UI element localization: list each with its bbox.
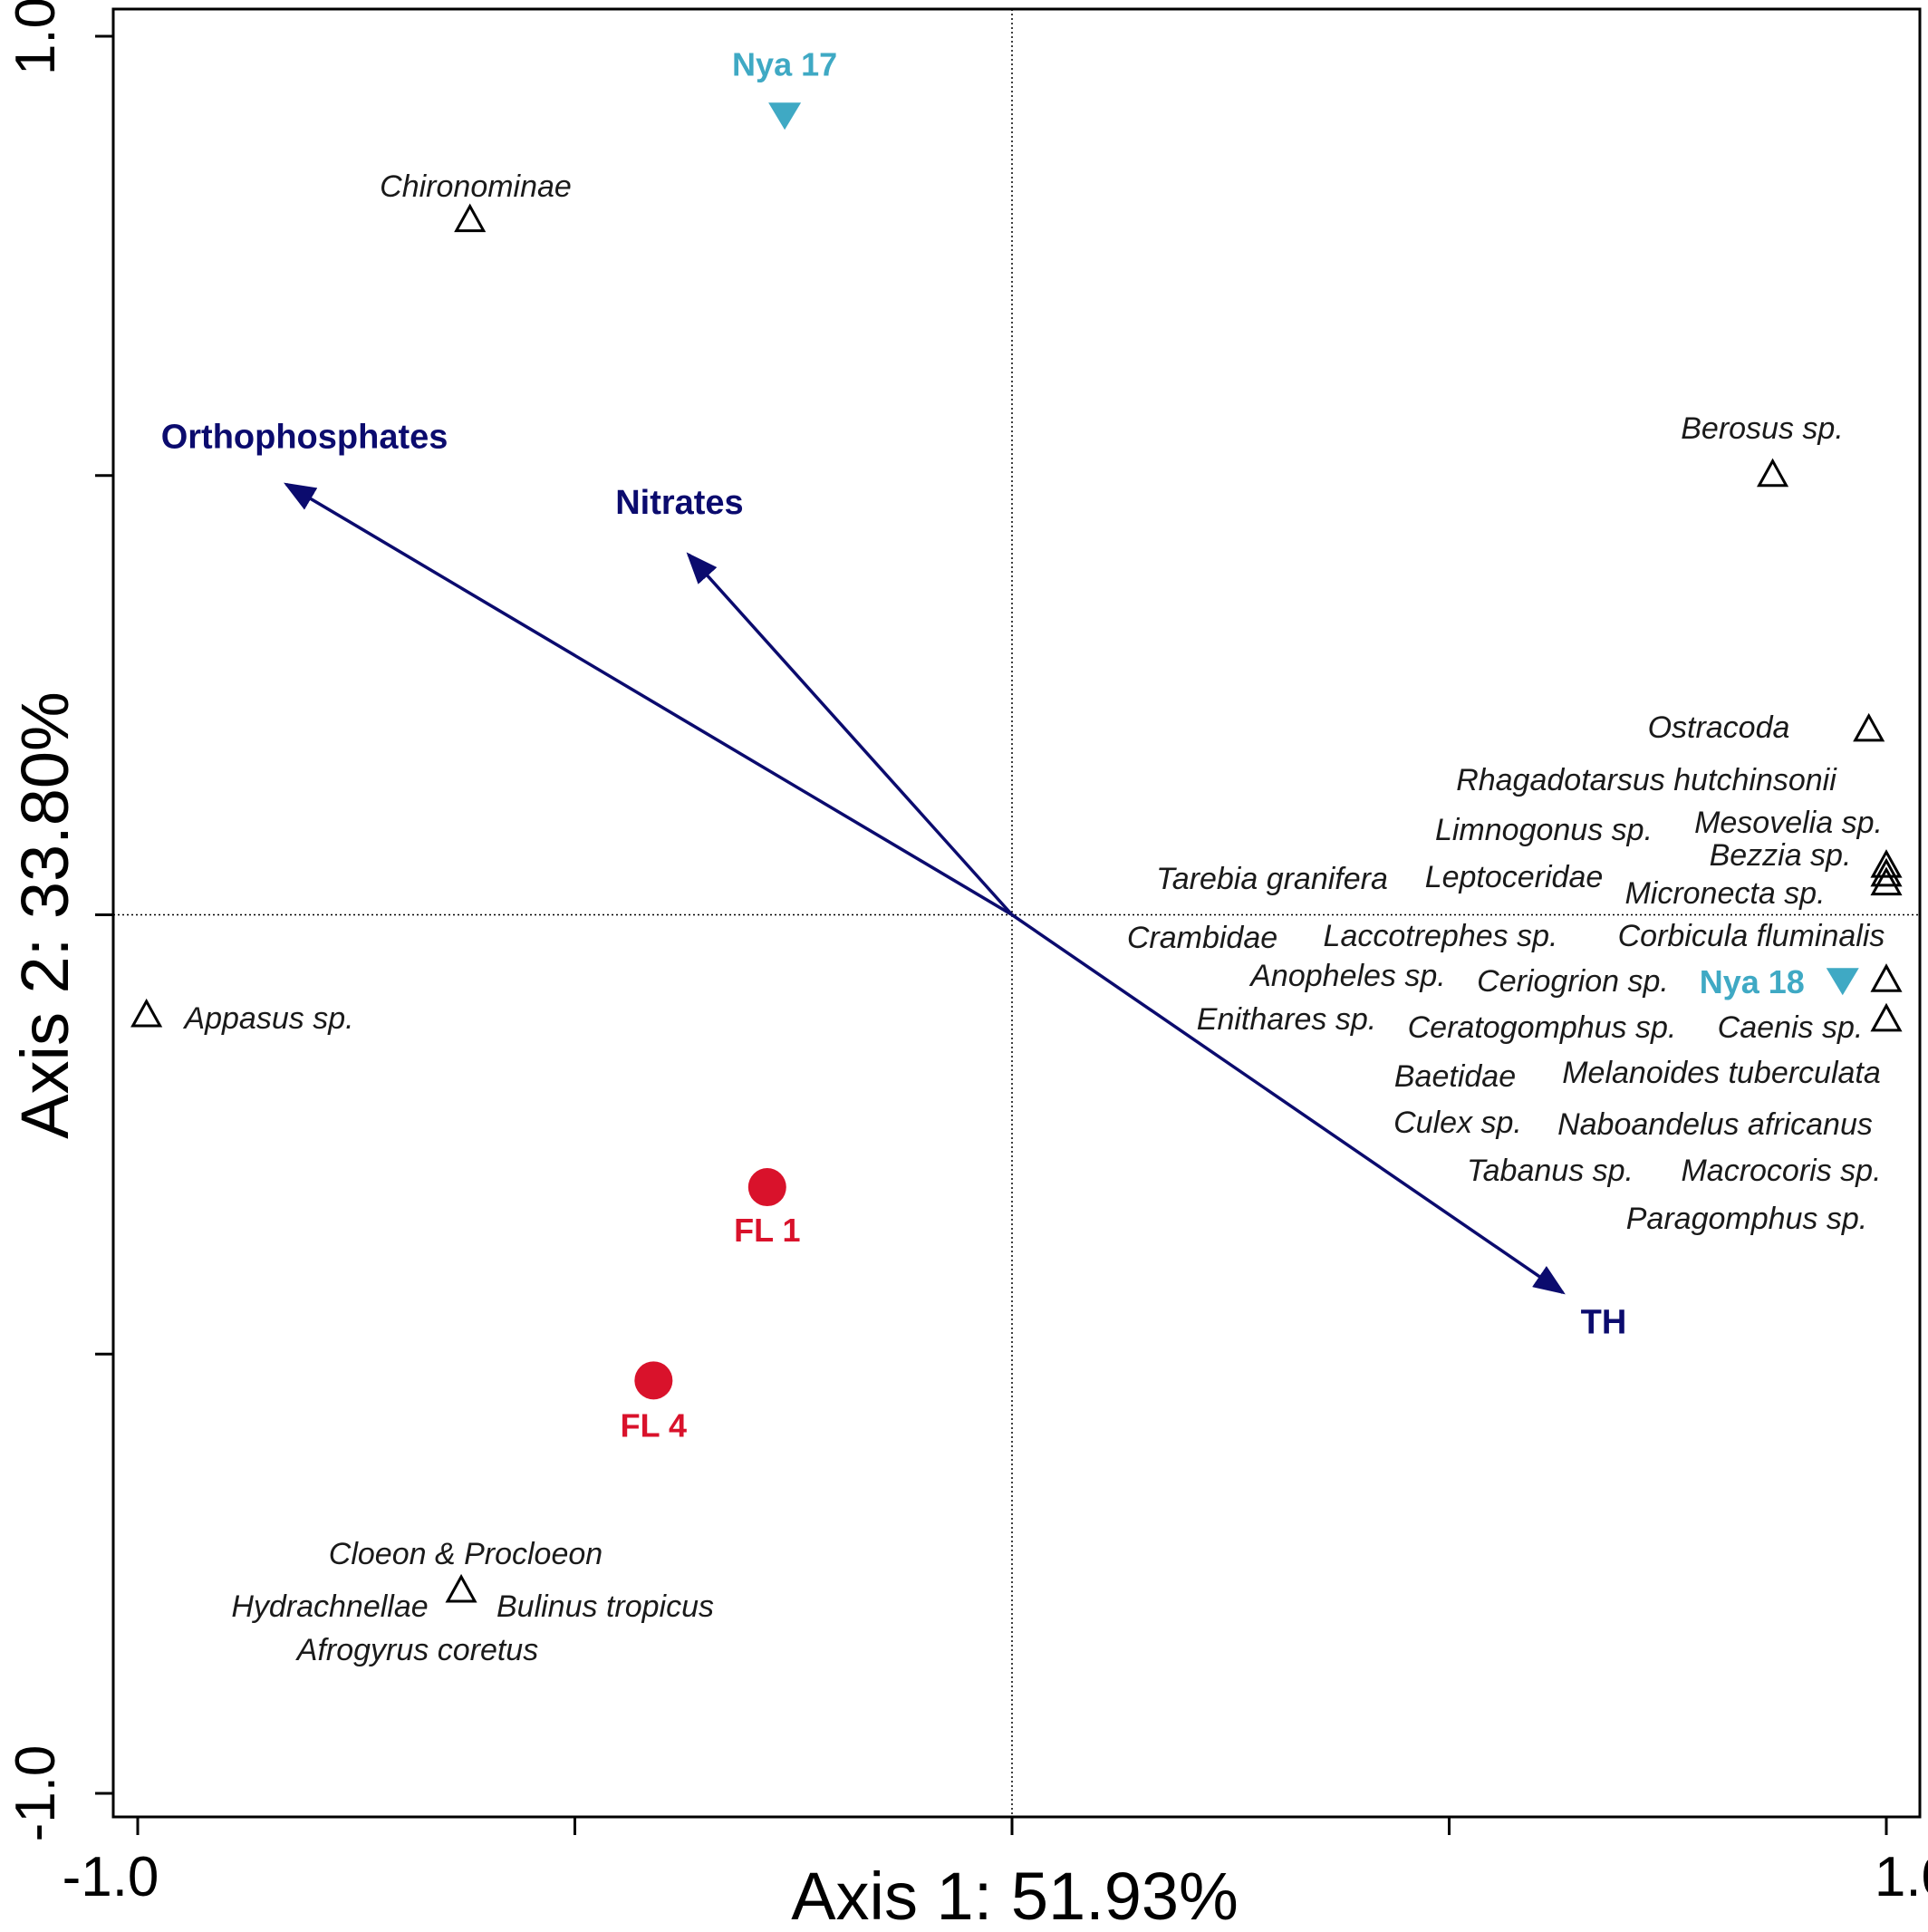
- env-label: TH: [1581, 1303, 1627, 1341]
- species-marker: [130, 998, 163, 1028]
- site-label: Nya 18: [1700, 963, 1805, 1000]
- species-marker: [1870, 857, 1903, 887]
- species-label: Macrocoris sp.: [1681, 1154, 1881, 1188]
- species-label: Culex sp.: [1393, 1106, 1522, 1140]
- species-label: Caenis sp.: [1718, 1010, 1864, 1045]
- species-label: Afrogyrus coretus: [295, 1633, 538, 1667]
- species-label: Mesovelia sp.: [1694, 806, 1883, 840]
- y-tick-label: -1.0: [5, 1745, 67, 1842]
- species-marker: [1870, 1002, 1903, 1032]
- site-label: Nya 17: [732, 45, 837, 82]
- species-marker: [445, 1573, 477, 1603]
- species-marker: [1853, 712, 1885, 742]
- site-marker-circle: [747, 1168, 786, 1207]
- species-label: Ostracoda: [1648, 710, 1790, 745]
- site-label: FL 1: [734, 1212, 800, 1249]
- species-label: Rhagadotarsus hutchinsonii: [1456, 763, 1837, 797]
- plot-frame: [111, 7, 1922, 1819]
- y-tick-label: 1.0: [5, 0, 67, 75]
- species-label: Tarebia granifera: [1156, 862, 1388, 896]
- species-label: Laccotrephes sp.: [1324, 919, 1558, 953]
- species-label: Crambidae: [1127, 921, 1277, 955]
- site-marker-circle: [634, 1361, 673, 1400]
- env-label: Nitrates: [615, 484, 744, 522]
- species-marker: [1757, 458, 1789, 488]
- env-arrow: [1011, 913, 1566, 1295]
- species-marker: [1870, 866, 1903, 896]
- x-tick-label: -1.0: [63, 1846, 159, 1908]
- species-label: Appasus sp.: [182, 1001, 353, 1036]
- species-label: Anopheles sp.: [1248, 959, 1446, 993]
- species-label: Paragomphus sp.: [1626, 1202, 1868, 1236]
- species-label: Ceratogomphus sp.: [1408, 1010, 1677, 1045]
- site-marker-triangle: [768, 102, 802, 130]
- env-arrow: [686, 552, 1014, 916]
- x-axis-title: Axis 1: 51.93%: [791, 1859, 1239, 1932]
- species-label: Micronecta sp.: [1624, 876, 1825, 911]
- species-label: Limnogonus sp.: [1435, 813, 1653, 847]
- y-axis-title: Axis 2: 33.80%: [7, 691, 82, 1139]
- species-label: Baetidae: [1394, 1059, 1516, 1094]
- x-tick-label: 1.0: [1875, 1846, 1928, 1908]
- species-label: Berosus sp.: [1681, 411, 1844, 446]
- site-label: FL 4: [621, 1406, 687, 1444]
- species-label: Chironominae: [380, 169, 572, 204]
- species-label: Melanoides tuberculata: [1562, 1056, 1881, 1090]
- species-marker: [1870, 849, 1903, 878]
- env-arrow: [284, 482, 1013, 917]
- species-marker: [454, 203, 487, 233]
- species-label: Hydrachnellae: [231, 1589, 428, 1624]
- site-marker-triangle: [1826, 968, 1859, 996]
- species-label: Corbicula fluminalis: [1618, 919, 1885, 953]
- species-label: Bulinus tropicus: [496, 1589, 714, 1624]
- species-label: Bezzia sp.: [1710, 838, 1852, 873]
- species-label: Ceriogrion sp.: [1477, 964, 1669, 999]
- env-label: Orthophosphates: [161, 418, 448, 456]
- species-label: Enithares sp.: [1197, 1002, 1376, 1037]
- species-marker: [1870, 963, 1903, 992]
- species-label: Leptoceridae: [1425, 860, 1604, 894]
- species-label: Naboandelus africanus: [1557, 1107, 1873, 1142]
- species-label: Tabanus sp.: [1467, 1154, 1634, 1188]
- species-label: Cloeon & Procloeon: [329, 1537, 602, 1571]
